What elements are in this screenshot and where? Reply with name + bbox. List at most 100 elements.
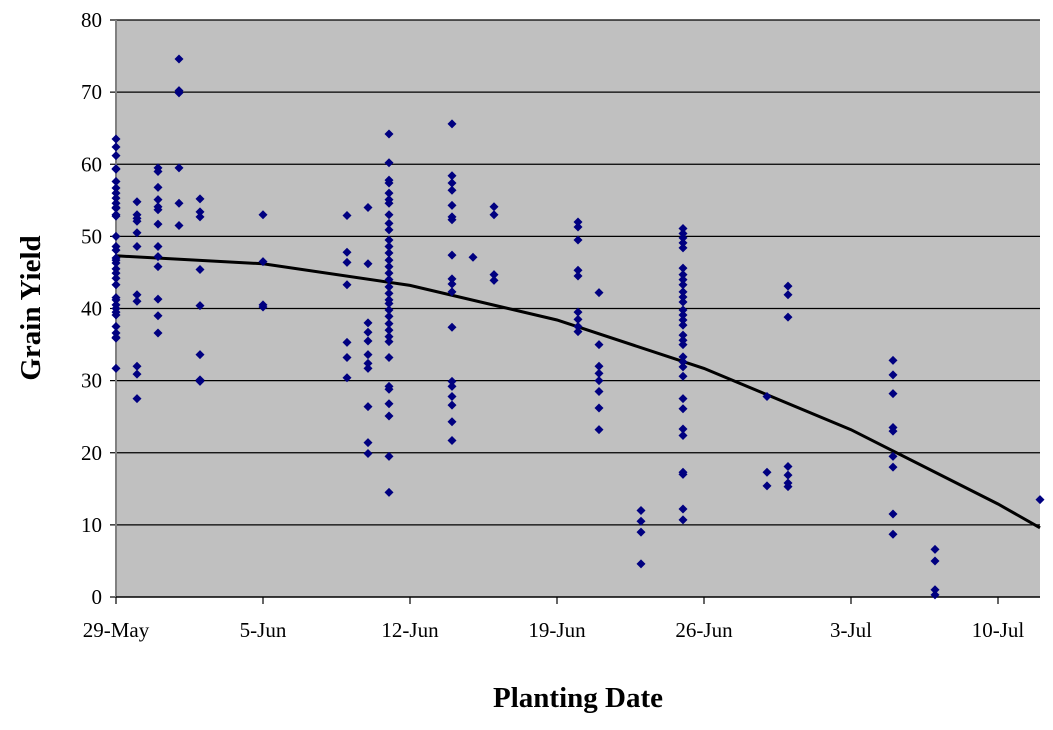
- data-point: [111, 273, 121, 283]
- data-point: [195, 350, 205, 360]
- data-point: [384, 178, 394, 188]
- data-point: [447, 185, 457, 195]
- data-point: [363, 327, 373, 337]
- data-point: [153, 166, 163, 176]
- data-point: [384, 158, 394, 168]
- data-point: [111, 363, 121, 373]
- data-point: [111, 258, 121, 268]
- data-points: [111, 54, 1045, 600]
- data-point: [111, 280, 121, 290]
- data-point: [132, 296, 142, 306]
- data-point: [447, 178, 457, 188]
- data-point: [111, 188, 121, 198]
- data-point: [384, 210, 394, 220]
- data-point: [132, 241, 142, 251]
- data-point: [573, 314, 583, 324]
- data-point: [678, 287, 688, 297]
- data-point: [678, 504, 688, 514]
- data-point: [678, 424, 688, 434]
- y-tick-label: 70: [81, 80, 102, 104]
- data-point: [111, 245, 121, 255]
- data-point: [384, 319, 394, 329]
- data-point: [762, 391, 772, 401]
- data-point: [363, 336, 373, 346]
- data-point: [111, 151, 121, 161]
- data-point: [888, 370, 898, 380]
- data-point: [384, 262, 394, 272]
- data-point: [573, 265, 583, 275]
- data-point: [447, 171, 457, 181]
- data-point: [636, 527, 646, 537]
- data-point: [573, 222, 583, 232]
- data-point: [111, 231, 121, 241]
- data-point: [678, 243, 688, 253]
- data-point: [678, 340, 688, 350]
- data-point: [447, 119, 457, 129]
- data-point: [783, 290, 793, 300]
- data-point: [363, 363, 373, 373]
- y-tick-label: 50: [81, 224, 102, 248]
- data-point: [762, 467, 772, 477]
- data-point: [384, 218, 394, 228]
- data-point: [111, 142, 121, 152]
- data-point: [132, 369, 142, 379]
- y-tick-label: 0: [92, 585, 103, 609]
- data-point: [678, 515, 688, 525]
- data-point: [678, 223, 688, 233]
- data-point: [783, 470, 793, 480]
- data-point: [678, 330, 688, 340]
- data-point: [888, 462, 898, 472]
- data-point: [384, 255, 394, 265]
- data-point: [447, 250, 457, 260]
- data-point: [447, 435, 457, 445]
- y-tick-label: 10: [81, 513, 102, 537]
- data-point: [111, 183, 121, 193]
- data-point: [930, 590, 940, 600]
- data-point: [132, 361, 142, 371]
- data-point: [636, 559, 646, 569]
- data-point: [384, 325, 394, 335]
- data-point: [195, 212, 205, 222]
- data-point: [489, 202, 499, 212]
- y-tick-label: 80: [81, 8, 102, 32]
- data-point: [678, 310, 688, 320]
- data-point: [384, 305, 394, 315]
- x-tick-label: 3-Jul: [830, 618, 872, 642]
- data-point: [153, 262, 163, 272]
- x-tick-label: 12-Jun: [381, 618, 439, 642]
- x-tick-label: 29-May: [83, 618, 150, 642]
- data-point: [342, 337, 352, 347]
- data-point: [447, 322, 457, 332]
- data-point: [930, 556, 940, 566]
- data-point: [678, 315, 688, 325]
- data-point: [888, 426, 898, 436]
- data-point: [384, 188, 394, 198]
- data-point: [111, 164, 121, 174]
- data-point: [573, 235, 583, 245]
- x-tick-label: 10-Jul: [972, 618, 1025, 642]
- data-point: [384, 298, 394, 308]
- data-point: [384, 399, 394, 409]
- y-tick-label: 30: [81, 369, 102, 393]
- data-point: [363, 203, 373, 213]
- data-point: [258, 210, 268, 220]
- data-point: [384, 353, 394, 363]
- data-point: [111, 310, 121, 320]
- data-point: [678, 270, 688, 280]
- data-point: [678, 305, 688, 315]
- data-point: [153, 219, 163, 229]
- data-point: [888, 529, 898, 539]
- data-point: [594, 288, 604, 298]
- x-tick-label: 26-Jun: [675, 618, 733, 642]
- data-point: [594, 361, 604, 371]
- data-point: [111, 134, 121, 144]
- data-point: [678, 292, 688, 302]
- data-point: [363, 350, 373, 360]
- data-point: [678, 357, 688, 367]
- data-point: [447, 274, 457, 284]
- data-point: [447, 417, 457, 427]
- x-tick-label: 19-Jun: [528, 618, 586, 642]
- data-point: [678, 263, 688, 273]
- data-point: [783, 281, 793, 291]
- data-point: [195, 301, 205, 311]
